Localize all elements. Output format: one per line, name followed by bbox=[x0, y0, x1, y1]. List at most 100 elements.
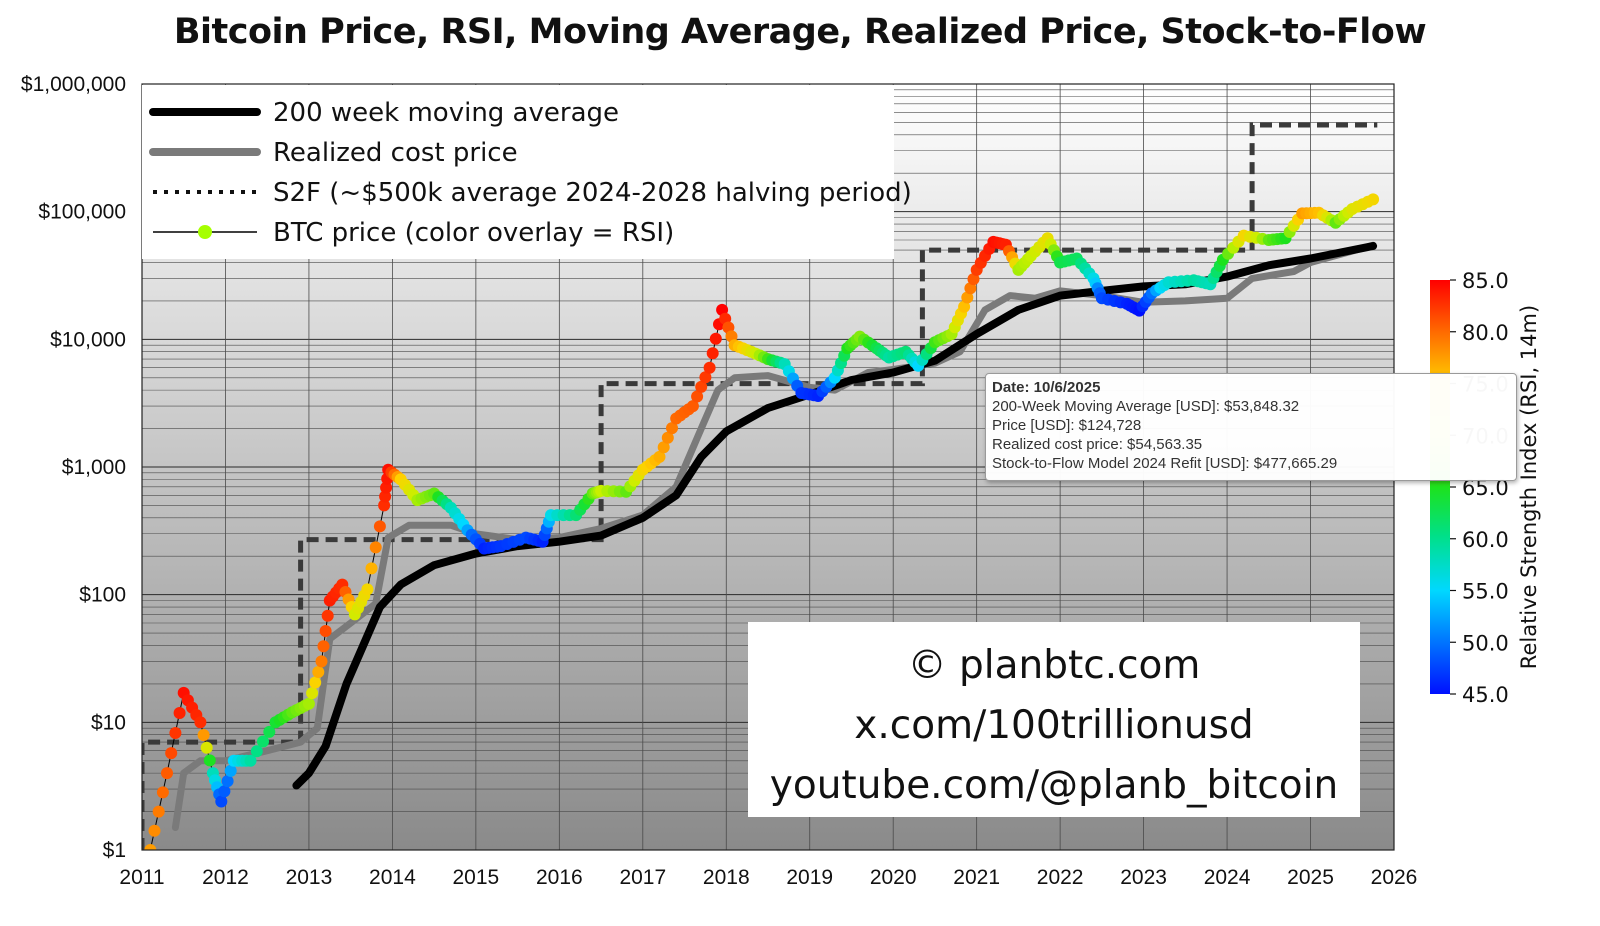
price-point bbox=[263, 725, 276, 738]
price-point bbox=[657, 441, 670, 454]
x-tick-label: 2015 bbox=[453, 866, 500, 889]
price-point bbox=[1367, 193, 1380, 206]
ma-series bbox=[292, 242, 1378, 790]
tooltip-realized: Realized cost price: $54,563.35 bbox=[992, 436, 1203, 453]
colorbar-tick-label: 50.0 bbox=[1462, 631, 1509, 655]
price-point bbox=[257, 735, 269, 748]
price-point bbox=[302, 697, 315, 710]
price-point bbox=[309, 676, 322, 689]
price-point bbox=[315, 655, 328, 668]
tooltip-ma: 200-Week Moving Average [USD]: $53,848.3… bbox=[992, 398, 1300, 415]
price-point bbox=[365, 562, 378, 575]
y-tick-label: $1,000,000 bbox=[21, 73, 126, 96]
y-tick-label: $10,000 bbox=[50, 328, 126, 351]
price-point bbox=[215, 795, 228, 808]
price-point bbox=[961, 291, 974, 304]
price-point bbox=[653, 450, 666, 463]
price-point bbox=[173, 707, 186, 719]
price-point bbox=[200, 741, 213, 754]
price-point bbox=[224, 764, 237, 777]
s2f-line bbox=[142, 122, 1378, 850]
legend-realized-label: Realized cost price bbox=[273, 138, 518, 168]
x-tick-label: 2018 bbox=[703, 866, 750, 889]
price-point bbox=[379, 490, 392, 503]
colorbar-tick-label: 60.0 bbox=[1462, 528, 1509, 552]
x-tick-label: 2023 bbox=[1120, 866, 1167, 889]
price-point bbox=[152, 805, 165, 818]
price-point bbox=[148, 824, 161, 837]
y-tick-label: $100 bbox=[79, 584, 126, 607]
x-tick-label: 2014 bbox=[369, 866, 416, 889]
tooltip-date: Date: 10/6/2025 bbox=[992, 379, 1101, 396]
price-point bbox=[666, 422, 678, 435]
price-point bbox=[967, 273, 980, 286]
chart-title: Bitcoin Price, RSI, Moving Average, Real… bbox=[173, 12, 1427, 52]
price-point bbox=[373, 520, 386, 533]
colorbar: 85.080.075.070.065.060.055.050.045.0 Rel… bbox=[1430, 269, 1541, 707]
credit-site[interactable]: © planbtc.com bbox=[907, 643, 1201, 688]
legend-price-dot bbox=[198, 225, 212, 239]
price-point bbox=[691, 390, 704, 403]
x-tick-label: 2024 bbox=[1204, 866, 1251, 889]
colorbar-tick-label: 85.0 bbox=[1462, 269, 1509, 293]
credit-youtube[interactable]: youtube.com/@planb_bitcoin bbox=[769, 763, 1339, 808]
price-point bbox=[203, 754, 216, 767]
colorbar-label: Relative Strength Index (RSI, 14m) bbox=[1517, 305, 1541, 669]
price-point bbox=[380, 481, 393, 494]
legend-price-label: BTC price (color overlay = RSI) bbox=[273, 218, 674, 248]
price-point bbox=[194, 716, 207, 729]
tooltip-s2f: Stock-to-Flow Model 2024 Refit [USD]: $4… bbox=[992, 455, 1338, 472]
price-point bbox=[661, 431, 674, 444]
price-point bbox=[306, 687, 319, 700]
x-tick-label: 2016 bbox=[536, 866, 583, 889]
price-point bbox=[221, 775, 234, 788]
x-tick-label: 2013 bbox=[286, 866, 333, 889]
price-series bbox=[144, 193, 1380, 850]
price-point bbox=[317, 640, 330, 653]
price-point bbox=[361, 583, 374, 596]
legend-s2f-label: S2F (~$500k average 2024-2028 halving pe… bbox=[273, 178, 912, 208]
y-tick-label: $1 bbox=[103, 839, 126, 862]
hover-tooltip: Date: 10/6/2025 200-Week Moving Average … bbox=[985, 373, 1517, 481]
x-tick-label: 2011 bbox=[119, 866, 164, 889]
colorbar-tick-label: 80.0 bbox=[1462, 321, 1509, 345]
legend-box bbox=[142, 85, 894, 259]
credit-x[interactable]: x.com/100trillionusd bbox=[854, 703, 1254, 748]
price-point bbox=[312, 666, 325, 678]
price-point bbox=[706, 347, 719, 360]
price-point bbox=[156, 786, 169, 799]
price-point bbox=[144, 844, 157, 850]
price-point bbox=[244, 754, 257, 767]
price-point bbox=[319, 625, 332, 637]
x-tick-label: 2021 bbox=[953, 866, 1000, 889]
price-point bbox=[161, 767, 173, 780]
x-tick-label: 2025 bbox=[1287, 866, 1334, 889]
ma-line bbox=[292, 242, 1378, 790]
price-point bbox=[378, 499, 391, 512]
tooltip-price: Price [USD]: $124,728 bbox=[992, 417, 1142, 434]
colorbar-ticks: 85.080.075.070.065.060.055.050.045.0 bbox=[1450, 269, 1509, 707]
price-point bbox=[703, 361, 716, 374]
legend: 200 week moving average Realized cost pr… bbox=[142, 85, 912, 259]
x-tick-label: 2019 bbox=[786, 866, 833, 889]
colorbar-tick-label: 45.0 bbox=[1462, 683, 1509, 707]
s2f-series bbox=[142, 122, 1378, 850]
price-point bbox=[218, 785, 231, 798]
price-point bbox=[958, 300, 971, 313]
price-point bbox=[321, 609, 334, 622]
price-point bbox=[197, 729, 210, 741]
x-tick-label: 2012 bbox=[202, 866, 249, 889]
price-point bbox=[695, 380, 708, 393]
y-axis: $1 $10 $100 $1,000 $10,000 $100,000 $1,000,000 bbox=[21, 73, 126, 862]
price-point bbox=[699, 371, 712, 384]
x-tick-label: 2020 bbox=[870, 866, 917, 889]
x-tick-label: 2017 bbox=[619, 866, 666, 889]
y-tick-label: $10 bbox=[91, 711, 126, 734]
price-point bbox=[165, 747, 178, 760]
credit-box: © planbtc.com x.com/100trillionusd youtu… bbox=[748, 622, 1360, 817]
price-point bbox=[169, 727, 182, 739]
x-tick-label: 2022 bbox=[1037, 866, 1084, 889]
price-point bbox=[964, 282, 977, 295]
y-tick-label: $1,000 bbox=[62, 456, 126, 479]
price-point bbox=[369, 541, 382, 554]
